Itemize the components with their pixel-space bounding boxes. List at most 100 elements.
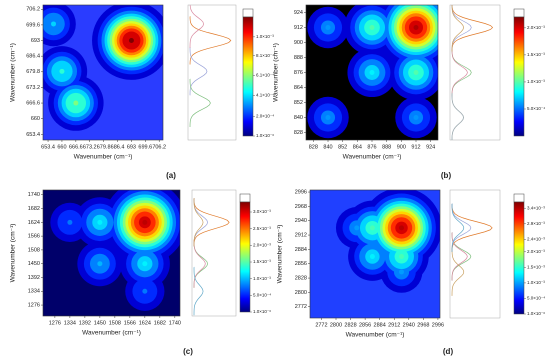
x-tick-label: 2968: [417, 322, 429, 328]
y-tick-label: 2996: [295, 190, 307, 196]
contour-level: [128, 38, 134, 44]
y-tick-label: 1450: [28, 261, 40, 267]
colorbar-cap: [242, 8, 254, 18]
y-tick-label: 706.2: [26, 7, 40, 13]
colorbar-cap: [513, 193, 525, 203]
contour-level: [59, 68, 65, 74]
panel-label: (a): [166, 171, 176, 180]
y-tick-label: 686.4: [26, 54, 40, 60]
x-tick-label: 876: [367, 144, 376, 150]
x-tick-label: 693: [127, 144, 136, 150]
y-tick-label: 693: [31, 38, 40, 44]
colorbar-label: 1.5×10⁻³: [253, 259, 271, 264]
y-tick-label: 888: [294, 55, 303, 61]
y-tick-label: 900: [294, 40, 303, 46]
x-tick-label: 2996: [432, 322, 444, 328]
contour-level: [142, 261, 148, 267]
x-tick-label: 840: [323, 144, 332, 150]
x-tick-label: 912: [411, 144, 420, 150]
colorbar-label: 2.0×10⁻⁴: [256, 113, 274, 118]
spectrum-curve: [189, 5, 204, 48]
contour-level: [413, 70, 419, 75]
spectrum-curve: [189, 78, 211, 128]
spectrum-curve: [451, 232, 468, 281]
colorbar-label: 1.0×10⁻⁶: [256, 133, 274, 138]
contour-level: [369, 254, 375, 260]
contour-level: [413, 115, 419, 120]
y-tick-label: 1624: [28, 220, 40, 226]
y-axis-label: Wavenumber (cm⁻¹): [277, 225, 284, 284]
x-tick-label: 1740: [169, 320, 181, 326]
spectrum-curve: [189, 16, 232, 65]
x-tick-label: 2800: [330, 322, 342, 328]
colorbar-label: 5.0×10⁻⁴: [527, 106, 545, 111]
y-tick-label: 2968: [295, 204, 307, 210]
colorbar-label: 2.4×10⁻³: [527, 237, 545, 242]
y-tick-label: 1508: [28, 247, 40, 253]
colorbar-label: 1.5×10⁻³: [527, 52, 545, 57]
x-axis-label: Wavenumber (cm⁻¹): [346, 332, 405, 339]
y-tick-label: 1682: [28, 206, 40, 212]
y-tick-label: 912: [294, 25, 303, 31]
x-tick-label: 1334: [64, 320, 76, 326]
spectrum-frame: [449, 189, 501, 319]
spectrum-frame: [191, 189, 237, 317]
colorbar: [239, 201, 251, 313]
x-tick-label: 1392: [79, 320, 91, 326]
colorbar: [513, 201, 525, 315]
x-tick-label: 1624: [139, 320, 151, 326]
contour-level: [354, 225, 360, 231]
contour-level: [399, 254, 405, 260]
contour-level: [97, 261, 103, 267]
spectrum-curve: [451, 203, 465, 252]
y-tick-label: 2772: [295, 304, 307, 310]
contour-level: [142, 288, 148, 294]
y-tick-label: 1566: [28, 234, 40, 240]
y-tick-label: 2912: [295, 233, 307, 239]
y-tick-label: 840: [294, 115, 303, 121]
x-tick-label: 2940: [403, 322, 415, 328]
contour-level: [51, 21, 57, 27]
contour-level: [325, 115, 331, 120]
colorbar-label: 4.1×10⁻⁴: [256, 93, 274, 98]
plot-frame: [309, 189, 441, 319]
colorbar-label: 5.0×10⁻⁴: [253, 293, 271, 298]
x-tick-label: 666.6: [69, 144, 83, 150]
colorbar-label: 2.5×10⁻³: [253, 226, 271, 231]
x-tick-label: 660: [57, 144, 66, 150]
colorbar-label: 2.0×10⁻³: [527, 249, 545, 254]
spectrum-curve: [451, 93, 464, 140]
contour-level: [67, 219, 73, 225]
spectrum-frame: [187, 4, 237, 141]
spectrum-curve: [451, 5, 494, 52]
colorbar-label: 2.0×10⁻³: [253, 243, 271, 248]
x-tick-label: 679.8: [97, 144, 111, 150]
spectrum-curve: [193, 197, 230, 247]
colorbar: [242, 16, 254, 137]
spectrum-curve: [451, 48, 468, 97]
colorbar-label: 6.1×10⁻⁴: [256, 73, 274, 78]
x-tick-label: 699.6: [138, 144, 152, 150]
colorbar-label: 1.0×10⁻⁶: [527, 311, 545, 316]
x-tick-label: 864: [353, 144, 362, 150]
contour-level: [142, 219, 148, 225]
y-tick-label: 1334: [28, 289, 40, 295]
y-tick-label: 673.2: [26, 85, 40, 91]
y-axis-label: Wavenumber (cm⁻¹): [10, 43, 17, 102]
y-tick-label: 1392: [28, 275, 40, 281]
y-tick-label: 2856: [295, 261, 307, 267]
x-tick-label: 706.2: [152, 144, 166, 150]
spectrum-curve: [451, 5, 464, 52]
panel-label: (d): [443, 347, 454, 356]
x-tick-label: 653.4: [41, 144, 55, 150]
x-tick-label: 852: [338, 144, 347, 150]
y-tick-label: 2940: [295, 218, 307, 224]
x-tick-label: 900: [397, 144, 406, 150]
x-tick-label: 1276: [49, 320, 61, 326]
x-tick-label: 1682: [154, 320, 166, 326]
colorbar-label: 1.0×10⁻³: [256, 34, 274, 39]
y-tick-label: 653.4: [26, 132, 40, 138]
contour-level: [73, 100, 79, 106]
y-tick-label: 2828: [295, 276, 307, 282]
